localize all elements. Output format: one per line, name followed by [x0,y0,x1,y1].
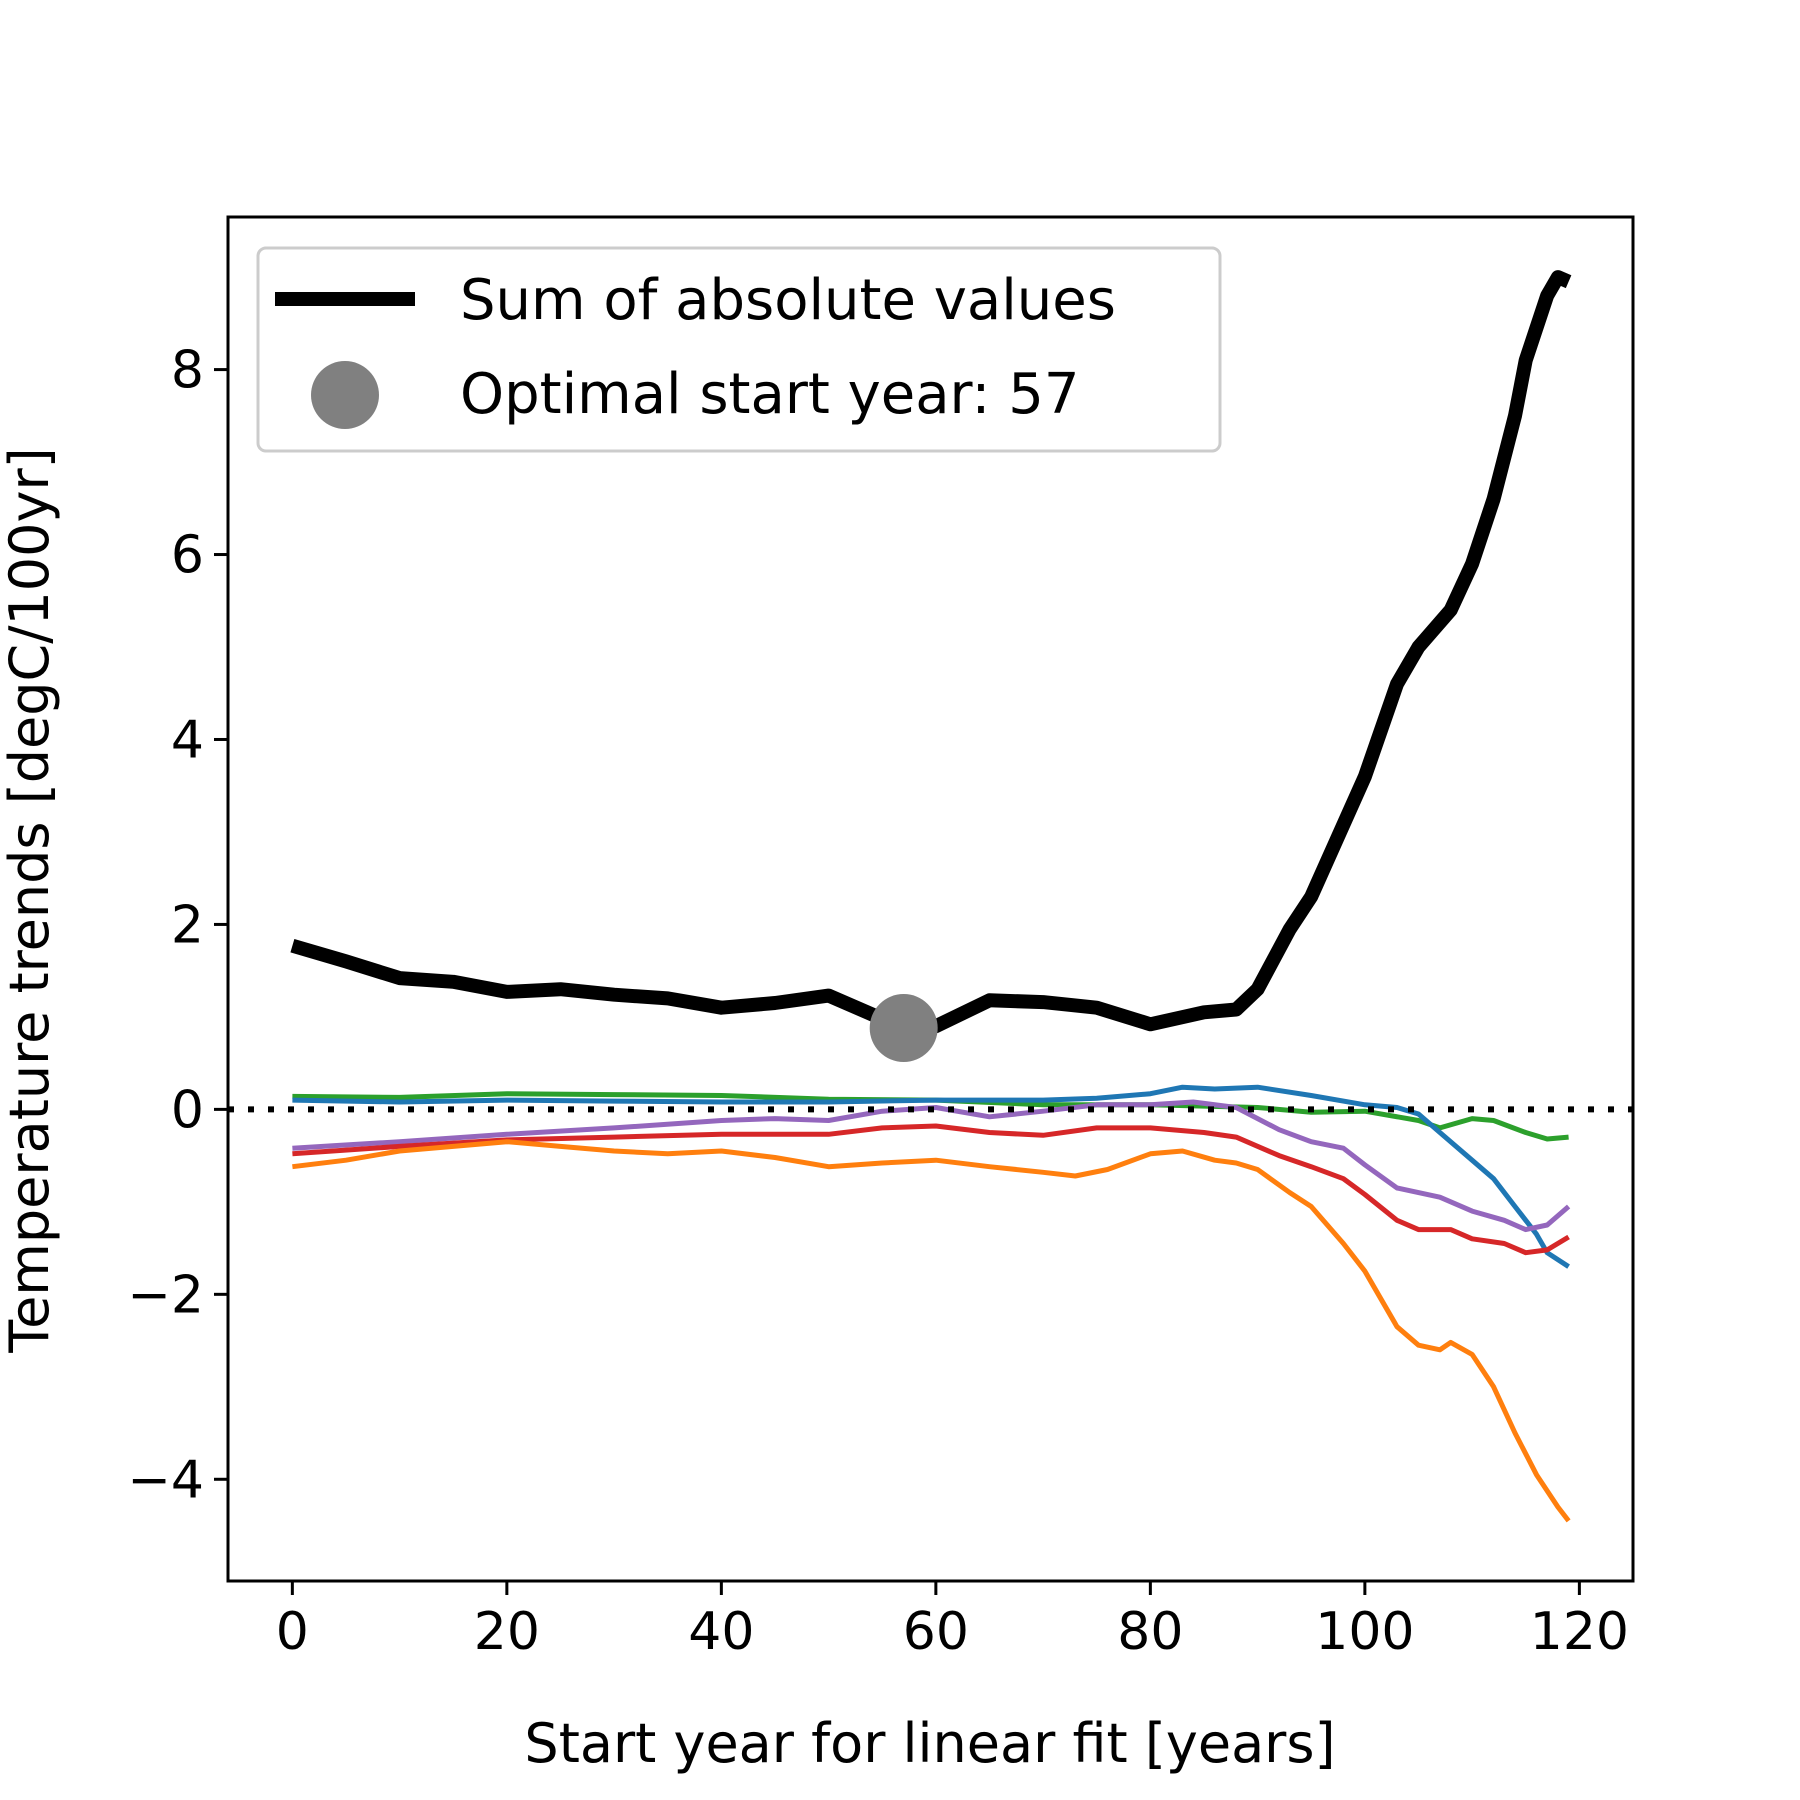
y-tick-label: 4 [171,710,204,770]
legend-sum-label: Sum of absolute values [460,268,1116,333]
series-line-purple [292,1099,1571,1233]
x-tick-label: 60 [903,1602,969,1662]
series-line-sum [290,270,1572,1035]
y-tick-label: −2 [127,1265,204,1325]
legend-box [256,246,1222,453]
x-tick-label: 80 [1117,1602,1183,1662]
legend-optimal-label: Optimal start year: 57 [460,362,1079,427]
x-tick-label: 0 [276,1602,309,1662]
series-line-green [292,1091,1569,1142]
series-line-red [292,1123,1570,1256]
x-tick-label: 40 [688,1602,754,1662]
series-line-orange [292,1139,1571,1523]
legend: Sum of absolute values Optimal start yea… [256,246,1222,453]
optimal-start-marker [869,994,938,1063]
axes-frame [226,215,1635,1583]
y-axis: −4 −2 0 2 4 6 8 [127,341,228,1510]
x-tick-label: 120 [1530,1602,1629,1662]
x-axis: 0 20 40 60 80 100 120 [276,1581,1629,1662]
x-tick-label: 100 [1315,1602,1414,1662]
series-lines [228,270,1633,1523]
y-axis-label: Temperature trends [degC/100yr] [0,447,61,1353]
series-line-blue [292,1084,1570,1269]
legend-optimal-marker [311,361,379,429]
y-tick-label: 8 [171,341,204,401]
y-tick-label: 6 [171,526,204,586]
y-tick-label: 0 [171,1080,204,1140]
y-tick-label: 2 [171,895,204,955]
x-axis-label: Start year for linear fit [years] [524,1712,1335,1775]
y-tick-label: −4 [127,1450,204,1510]
x-tick-label: 20 [474,1602,540,1662]
